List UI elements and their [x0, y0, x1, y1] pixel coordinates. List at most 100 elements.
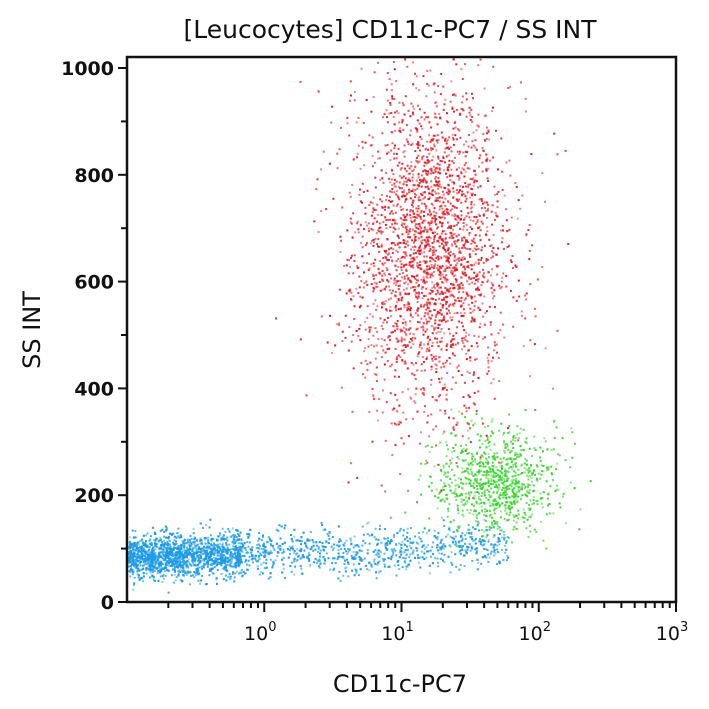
data-point	[436, 227, 439, 230]
data-point	[450, 269, 453, 272]
data-point	[472, 513, 475, 516]
data-point	[363, 282, 366, 285]
data-point	[425, 357, 428, 360]
data-point	[185, 573, 188, 576]
data-point	[477, 483, 480, 486]
data-point	[513, 502, 516, 505]
data-point	[492, 499, 495, 502]
data-point	[368, 326, 371, 329]
data-point	[438, 200, 441, 203]
data-point	[484, 519, 487, 522]
data-point	[483, 494, 486, 497]
data-point	[451, 106, 454, 109]
data-point	[347, 481, 350, 484]
data-point	[501, 237, 504, 240]
data-point	[493, 452, 496, 455]
data-point	[462, 308, 465, 311]
data-point	[465, 247, 468, 250]
data-point	[417, 352, 420, 355]
data-point	[428, 121, 431, 124]
data-point	[556, 329, 559, 332]
data-point	[450, 243, 453, 246]
data-point	[504, 451, 507, 454]
data-point	[327, 542, 330, 544]
data-point	[499, 477, 502, 480]
data-point	[419, 178, 421, 181]
data-point	[491, 516, 494, 519]
data-point	[425, 281, 428, 283]
data-point	[412, 343, 415, 346]
data-point	[463, 175, 466, 178]
data-point	[514, 181, 517, 184]
data-point	[438, 205, 441, 208]
data-point	[514, 453, 517, 456]
data-point	[505, 497, 508, 500]
data-point	[340, 547, 343, 550]
data-point	[190, 548, 193, 551]
data-point	[506, 501, 509, 504]
data-point	[402, 326, 405, 329]
data-point	[385, 152, 388, 155]
data-point	[492, 284, 494, 287]
data-point	[511, 468, 514, 471]
data-point	[412, 286, 415, 288]
data-point	[428, 301, 431, 304]
data-point	[386, 360, 389, 362]
data-point	[440, 290, 443, 293]
data-point	[391, 142, 394, 145]
data-point	[453, 256, 456, 259]
data-point	[134, 566, 137, 569]
data-point	[407, 435, 410, 438]
data-point	[438, 319, 441, 322]
data-point	[232, 553, 235, 555]
data-point	[401, 233, 404, 236]
data-point	[451, 481, 453, 484]
data-point	[407, 388, 410, 391]
data-point	[407, 301, 410, 304]
data-point	[453, 299, 456, 302]
data-point	[435, 149, 438, 152]
data-point	[372, 286, 375, 289]
data-point	[507, 505, 510, 507]
data-point	[498, 486, 501, 489]
data-point	[427, 198, 430, 201]
data-point	[444, 268, 447, 271]
data-point	[476, 482, 479, 484]
data-point	[422, 356, 425, 359]
data-point	[483, 514, 486, 517]
data-point	[400, 269, 403, 272]
data-point	[461, 348, 463, 351]
data-point	[375, 209, 378, 212]
data-point	[376, 554, 379, 557]
data-point	[433, 143, 436, 146]
data-point	[482, 268, 485, 271]
data-point	[475, 216, 478, 218]
data-point	[517, 480, 520, 483]
data-point	[480, 259, 482, 261]
data-point	[496, 351, 498, 354]
data-point	[374, 357, 377, 360]
data-point	[352, 295, 355, 298]
data-point	[376, 305, 379, 308]
data-point	[391, 223, 394, 226]
data-point	[543, 437, 546, 440]
data-point	[369, 201, 372, 204]
data-point	[462, 222, 465, 224]
data-point	[428, 349, 431, 352]
data-point	[414, 286, 417, 288]
data-point	[430, 413, 433, 416]
data-point	[431, 249, 434, 252]
data-point	[461, 95, 464, 98]
data-point	[405, 170, 408, 173]
data-point	[483, 501, 485, 504]
data-point	[421, 194, 424, 196]
data-point	[446, 167, 449, 169]
data-point	[411, 209, 414, 212]
data-point	[350, 340, 353, 343]
data-point	[412, 228, 414, 231]
data-point	[411, 105, 414, 108]
data-point	[463, 381, 466, 384]
data-point	[406, 344, 409, 347]
data-point	[527, 471, 530, 474]
data-point	[426, 306, 429, 309]
